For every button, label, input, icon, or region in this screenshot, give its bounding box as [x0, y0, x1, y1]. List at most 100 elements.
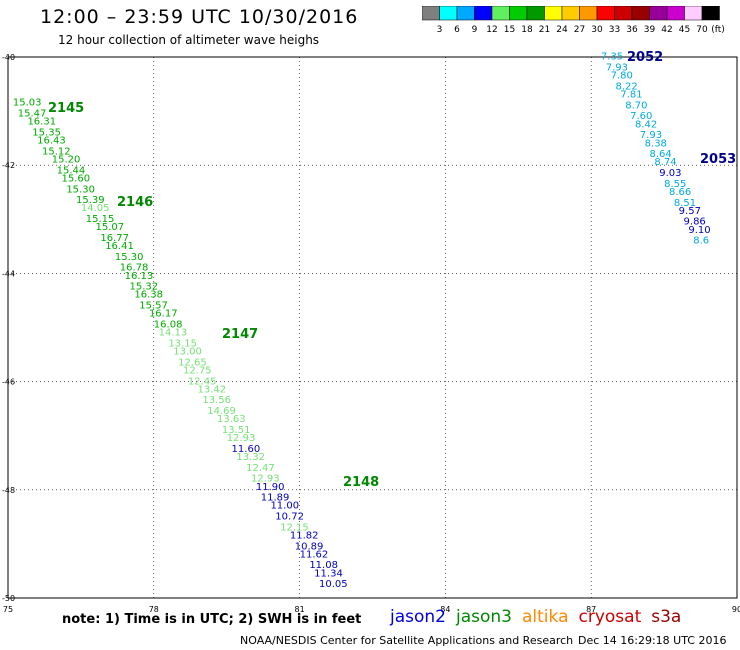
wave-height-value: 15.30 — [115, 252, 144, 263]
color-scale-label: 30 — [591, 25, 603, 35]
footer-timestamp: Dec 14 16:29:18 UTC 2016 — [578, 634, 727, 647]
y-tick-label: -46 — [2, 378, 15, 387]
color-scale-label: 6 — [454, 25, 460, 35]
wave-height-value: 16.43 — [37, 136, 66, 147]
wave-height-value: 15.20 — [52, 154, 81, 165]
color-scale-label: 24 — [556, 25, 568, 35]
wave-height-value: 12.93 — [251, 474, 280, 485]
wave-height-value: 7.81 — [620, 90, 642, 101]
wave-height-value: 8.38 — [645, 138, 667, 149]
wave-height-value: 11.00 — [270, 501, 299, 512]
wave-height-value: 13.00 — [173, 347, 202, 358]
wave-height-value: 16.31 — [27, 117, 56, 128]
wave-height-value: 13.51 — [222, 425, 251, 436]
wave-height-value: 12.15 — [280, 522, 309, 533]
wave-height-value: 13.15 — [168, 338, 197, 349]
plot-frame — [7, 56, 738, 599]
wave-height-value: 11.90 — [256, 482, 285, 493]
wave-height-value: 13.32 — [236, 452, 265, 463]
wave-height-value: 12.93 — [227, 433, 256, 444]
wave-height-value: 15.15 — [86, 214, 115, 225]
wave-height-value: 9.57 — [679, 206, 701, 217]
wave-height-value: 12.47 — [246, 463, 275, 474]
wave-height-value: 11.82 — [290, 530, 319, 541]
wave-height-value: 12.45 — [188, 376, 217, 387]
y-tick-label: -50 — [2, 594, 15, 603]
wave-height-value: 15.07 — [95, 222, 124, 233]
wave-height-value: 8.66 — [669, 187, 691, 198]
wave-height-value: 15.12 — [42, 146, 71, 157]
wave-height-value: 15.57 — [139, 301, 168, 312]
wave-height-value: 13.42 — [198, 384, 227, 395]
color-scale-label: 36 — [626, 25, 638, 35]
footnote: note: 1) Time is in UTC; 2) SWH is in fe… — [62, 612, 362, 627]
wave-height-value: 15.44 — [57, 165, 86, 176]
wave-height-value: 15.35 — [32, 127, 61, 138]
wave-height-value: 13.56 — [202, 395, 231, 406]
orbit-pass-label: 2148 — [343, 475, 379, 490]
x-tick-label: 78 — [149, 605, 159, 614]
wave-height-value: 14.69 — [207, 406, 236, 417]
orbit-pass-label: 2147 — [222, 327, 258, 342]
wave-height-value: 9.10 — [688, 225, 710, 236]
orbit-pass-label: 2052 — [627, 50, 663, 65]
wave-height-value: 7.93 — [606, 63, 628, 74]
color-scale-label: 3 — [437, 25, 443, 35]
color-scale-label: 21 — [539, 25, 550, 35]
orbit-pass-label: 2146 — [117, 195, 153, 210]
wave-height-value: 16.41 — [105, 241, 134, 252]
wave-height-value: 7.60 — [630, 111, 652, 122]
color-scale-label: 9 — [472, 25, 478, 35]
page-title: 12:00 – 23:59 UTC 10/30/2016 — [40, 6, 359, 28]
legend-s3a: s3a — [651, 607, 682, 627]
color-scale-label: 39 — [644, 25, 656, 35]
color-scale-label: 42 — [661, 25, 672, 35]
wave-height-value: 14.05 — [81, 203, 110, 214]
footer-credit: NOAA/NESDIS Center for Satellite Applica… — [240, 634, 574, 647]
legend-jason2: jason2 — [390, 607, 446, 627]
color-scale-label: 12 — [486, 25, 497, 35]
wave-height-value: 8.6 — [693, 236, 709, 247]
wave-height-value: 16.13 — [125, 271, 154, 282]
wave-height-value: 8.51 — [674, 198, 696, 209]
color-scale-bar: 3 6 9 12 15 18 21 24 27 30 33 36 39 42 45 70 (ft) — [422, 6, 725, 35]
wave-height-value: 13.63 — [217, 414, 246, 425]
wave-height-value: 12.65 — [178, 357, 207, 368]
color-scale-label: 18 — [521, 25, 533, 35]
wave-height-value: 8.55 — [664, 179, 686, 190]
wave-height-value: 9.03 — [659, 168, 681, 179]
wave-height-value: 11.08 — [309, 560, 338, 571]
color-scale-label: 27 — [574, 25, 585, 35]
wave-height-value: 7.35 — [601, 52, 623, 63]
y-tick-label: -48 — [2, 486, 15, 495]
x-tick-label: 84 — [440, 605, 450, 614]
wave-height-value: 15.47 — [18, 109, 47, 120]
wave-height-value: 14.13 — [159, 328, 188, 339]
orbit-pass-label: 2053 — [700, 152, 736, 167]
wave-height-value: 16.38 — [134, 290, 163, 301]
orbit-pass-label: 2145 — [48, 101, 84, 116]
wave-height-value: 7.80 — [611, 71, 633, 82]
wave-height-value: 8.70 — [625, 100, 647, 111]
legend-jason3: jason3 — [456, 607, 512, 627]
wave-height-value: 10.72 — [275, 512, 304, 523]
wave-height-value: 8.64 — [650, 149, 672, 160]
wave-height-value: 8.42 — [635, 119, 657, 130]
wave-height-value: 8.22 — [616, 81, 638, 92]
wave-height-value: 16.17 — [149, 309, 178, 320]
satellite-legend: jason2 jason3 altika cryosat s3a — [390, 607, 691, 627]
wave-height-value: 16.77 — [100, 233, 129, 244]
color-scale-label: 15 — [504, 25, 515, 35]
wave-height-value: 15.03 — [13, 98, 42, 109]
x-tick-label: 81 — [295, 605, 305, 614]
x-tick-label: 87 — [586, 605, 596, 614]
wave-height-value: 8.74 — [654, 157, 676, 168]
wave-height-value: 10.05 — [319, 579, 348, 590]
wave-height-value: 15.30 — [66, 184, 95, 195]
legend-cryosat: cryosat — [578, 607, 642, 627]
wave-height-value: 15.39 — [76, 195, 105, 206]
wave-height-value: 7.93 — [640, 130, 662, 141]
wave-height-value: 10.89 — [295, 541, 324, 552]
x-tick-label: 75 — [3, 605, 13, 614]
